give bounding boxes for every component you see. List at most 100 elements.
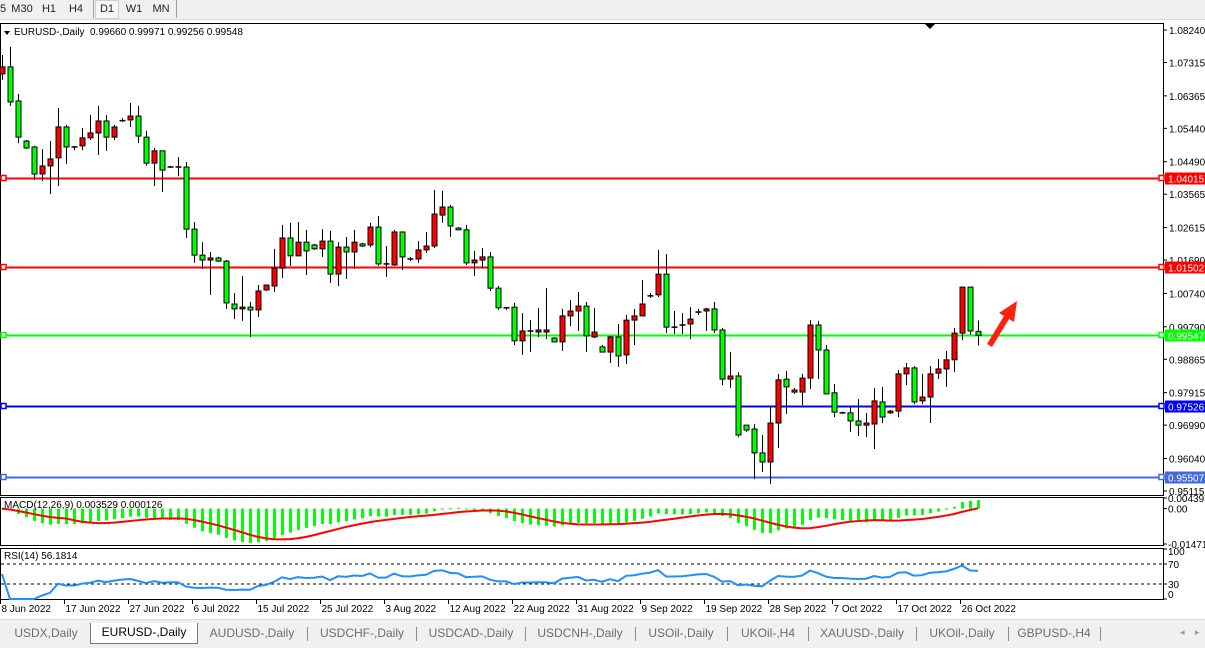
price-tick-label: 1.06365 xyxy=(1169,92,1205,103)
candle-body-bull xyxy=(0,66,6,75)
candle-body-bull xyxy=(935,368,942,374)
candle xyxy=(0,54,6,80)
macd-histogram-bar xyxy=(633,508,636,521)
candle-body-bear xyxy=(551,337,558,343)
candle xyxy=(399,231,406,270)
candle xyxy=(335,242,342,287)
candle xyxy=(431,189,438,249)
candle-body-bull xyxy=(279,237,286,269)
candle-body-bull xyxy=(559,315,566,343)
candle-body-bull xyxy=(479,256,486,261)
candle xyxy=(87,114,94,140)
candle xyxy=(855,399,862,437)
chart-shift-marker-icon[interactable] xyxy=(925,24,935,29)
tab-usdchf-daily[interactable]: USDCHF-,Daily xyxy=(320,626,404,640)
time-tick-label: 8 Jun 2022 xyxy=(2,604,52,615)
price-tick-label: 1.04490 xyxy=(1169,158,1205,169)
level-price-badge xyxy=(1165,172,1205,185)
tab-gbpusd-h4[interactable]: GBPUSD-,H4 xyxy=(1017,626,1091,640)
tab-usdcnh-daily[interactable]: USDCNH-,Daily xyxy=(537,626,623,640)
timeframe-d1-button[interactable]: D1 xyxy=(95,0,119,19)
price-tick-label: 0.95115 xyxy=(1169,487,1205,498)
price-tick-label: 0.99790 xyxy=(1169,323,1205,334)
candle xyxy=(63,124,70,165)
toolbar-separator xyxy=(176,0,177,18)
candle-body-bull xyxy=(255,290,262,311)
macd-pane xyxy=(1,500,980,543)
time-axis: 8 Jun 2022 17 Jun 2022 27 Jun 2022 6 Jul 20… xyxy=(0,600,1017,615)
time-tick-label: 26 Oct 2022 xyxy=(962,604,1017,615)
macd-histogram-bar xyxy=(369,508,372,517)
candle xyxy=(255,284,262,317)
chart-window[interactable]: 1.08240 1.07315 1.06365 1.05440 1.04490 1.035… xyxy=(0,20,1205,619)
timeframe-w1-button[interactable]: W1 xyxy=(125,3,143,15)
tab-ukoil-h4[interactable]: UKOil-,H4 xyxy=(740,626,795,640)
candle xyxy=(711,301,718,334)
candle xyxy=(839,411,846,414)
macd-histogram-bar xyxy=(625,508,628,523)
tab-scroll-right-icon[interactable]: ▸ xyxy=(1195,627,1200,637)
macd-histogram-bar xyxy=(689,508,692,515)
candle-body-bear xyxy=(511,306,518,342)
candle xyxy=(943,351,950,387)
level-price-badge xyxy=(1165,471,1205,484)
tab-separator xyxy=(1100,627,1101,641)
candle xyxy=(271,248,278,293)
candle xyxy=(127,103,134,127)
macd-histogram-bar xyxy=(457,507,460,509)
timeframe-toolbar: 5 M30 H1 H4 D1 W1 MN xyxy=(0,0,1205,20)
candle xyxy=(791,387,798,394)
macd-histogram-bar xyxy=(169,508,172,520)
candle-body-bear xyxy=(23,140,30,149)
candle xyxy=(71,145,78,151)
candle xyxy=(887,410,894,414)
ohlc-readout: 0.99660 0.99971 0.99256 0.99548 xyxy=(90,27,243,38)
candle-body-bull xyxy=(623,319,630,356)
candle-body-bear xyxy=(487,256,494,289)
candle xyxy=(727,352,734,388)
candle xyxy=(599,345,606,353)
tab-xauusd-daily[interactable]: XAUUSD-,Daily xyxy=(819,626,904,640)
macd-histogram-bar xyxy=(425,508,428,514)
timeframe-h4-button[interactable]: H4 xyxy=(68,3,84,15)
candle-body-bear xyxy=(615,336,622,357)
price-tick-label: 1.03565 xyxy=(1169,190,1205,201)
candle xyxy=(215,256,222,262)
tab-eurusd-daily[interactable]: EURUSD-,Daily xyxy=(90,623,198,644)
macd-histogram-bar xyxy=(865,508,868,523)
candle-body-bull xyxy=(535,329,542,333)
tab-scroll-left-icon[interactable]: ◂ xyxy=(1180,627,1185,637)
tab-audusd-daily[interactable]: AUDUSD-,Daily xyxy=(209,626,295,640)
tab-usdx-daily[interactable]: USDX,Daily xyxy=(14,626,78,640)
candle xyxy=(735,372,742,438)
macd-histogram-bar xyxy=(233,508,236,541)
candle-body-bull xyxy=(919,396,926,402)
candle xyxy=(223,260,230,309)
candle-body-bear xyxy=(215,257,222,262)
candle-body-bear xyxy=(327,240,334,275)
candle xyxy=(671,310,678,335)
macd-histogram-bar xyxy=(321,508,324,524)
dropdown-triangle-icon[interactable] xyxy=(4,31,10,35)
candle-body-bull xyxy=(55,126,62,159)
level-price-badge xyxy=(1165,261,1205,274)
candle-body-bull xyxy=(903,367,910,375)
pane-frames xyxy=(0,23,1164,600)
tab-usoil-daily[interactable]: USOil-,Daily xyxy=(648,626,714,640)
candle-body-bull xyxy=(439,206,446,216)
candle-body-bear xyxy=(303,241,310,252)
timeframe-m5-button[interactable]: 5 xyxy=(0,3,7,15)
candle xyxy=(919,373,926,405)
timeframe-h1-button[interactable]: H1 xyxy=(41,3,57,15)
timeframe-m30-button[interactable]: M30 xyxy=(11,3,33,15)
timeframe-mn-button[interactable]: MN xyxy=(152,3,170,15)
candle xyxy=(487,251,494,291)
candle xyxy=(951,327,958,373)
macd-histogram-bar xyxy=(769,508,772,533)
tab-ukoil-daily[interactable]: UKOil-,Daily xyxy=(929,626,995,640)
price-tick-label: 0.96990 xyxy=(1169,421,1205,432)
macd-histogram-bar xyxy=(305,508,308,528)
tab-usdcad-daily[interactable]: USDCAD-,Daily xyxy=(428,626,514,640)
candle xyxy=(511,302,518,346)
candle xyxy=(31,145,38,180)
